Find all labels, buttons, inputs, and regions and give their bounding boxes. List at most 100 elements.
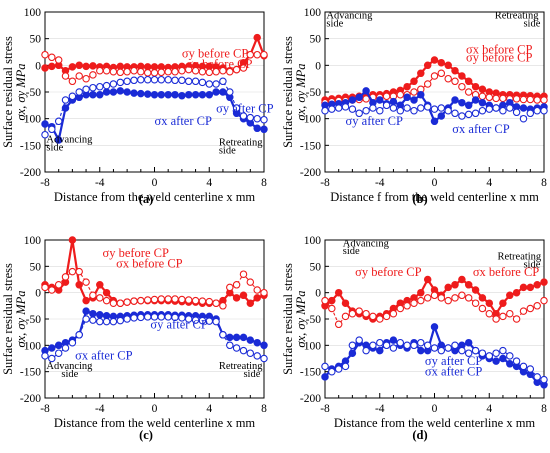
data-point [499, 346, 507, 355]
data-point [423, 80, 432, 88]
data-point [321, 373, 329, 381]
data-point [68, 77, 77, 86]
data-point [369, 104, 377, 112]
series-3 [41, 75, 268, 139]
data-point [444, 344, 452, 352]
data-point [417, 69, 425, 78]
data-point [328, 105, 336, 113]
data-point [382, 101, 391, 110]
y-tick-label: 100 [304, 7, 322, 19]
data-point [184, 65, 193, 74]
data-point [334, 365, 343, 373]
data-point [348, 96, 357, 104]
series-3 [41, 313, 268, 363]
data-point [437, 104, 446, 112]
data-point [423, 61, 432, 70]
data-point [164, 295, 172, 303]
data-point [226, 88, 234, 96]
data-point [130, 297, 138, 305]
data-point [89, 71, 97, 79]
data-point [102, 296, 111, 305]
side-label: Advancing [46, 135, 93, 146]
data-point [451, 294, 459, 302]
x-axis-label: Distance f from the weld centerline x mm [330, 190, 539, 204]
data-point [54, 56, 63, 64]
data-point [239, 270, 248, 278]
data-point [109, 67, 118, 76]
data-point [410, 341, 418, 350]
data-point [403, 82, 411, 91]
data-point [54, 117, 63, 126]
data-point [184, 315, 193, 323]
data-point [519, 114, 528, 123]
data-point [519, 362, 528, 371]
data-point [89, 90, 97, 99]
data-point [444, 283, 452, 292]
data-point [157, 75, 166, 84]
data-point [423, 341, 432, 350]
x-axis-label: Distance from the weld centerline x mm [54, 416, 256, 430]
data-point [212, 80, 220, 88]
panel-2: -200 -150 -100 -50 0 50 100 -8 -4 0 4 8 Distance fro… [1, 235, 268, 442]
data-point [253, 286, 261, 294]
data-point [116, 316, 125, 325]
data-point [198, 90, 207, 99]
data-point [492, 94, 500, 103]
data-point [464, 101, 473, 110]
data-point [116, 78, 125, 87]
data-point [403, 341, 411, 350]
data-point [512, 108, 521, 117]
data-point [260, 354, 268, 363]
side-label: side [523, 259, 540, 270]
data-point [396, 90, 405, 99]
y-axis-label-symbols: σx, σy MPa [294, 290, 308, 347]
x-tick-label: -4 [375, 177, 385, 189]
x-tick-label: -4 [375, 403, 385, 415]
data-point [362, 309, 370, 318]
data-point [61, 273, 70, 281]
data-point [458, 82, 466, 91]
panel-label: (c) [139, 428, 153, 442]
data-point [123, 298, 131, 306]
data-point [540, 106, 548, 115]
data-point [464, 349, 473, 357]
data-point [137, 313, 145, 322]
data-point [96, 294, 104, 302]
data-point [451, 66, 459, 75]
data-point [143, 90, 152, 98]
data-point [89, 316, 97, 324]
data-point [232, 65, 241, 74]
data-point [96, 311, 104, 319]
data-point [219, 302, 227, 310]
data-point [492, 357, 500, 365]
data-point [219, 88, 227, 96]
series-annotation: σx after CP [75, 349, 132, 363]
series-2 [321, 323, 548, 389]
data-point [61, 344, 70, 352]
data-point [61, 96, 70, 104]
data-point [403, 93, 411, 102]
data-point [184, 296, 193, 304]
data-point [205, 80, 214, 88]
data-point [116, 68, 125, 77]
x-tick-label: 4 [206, 177, 212, 189]
data-point [205, 90, 214, 99]
data-point [48, 344, 56, 352]
data-point [341, 362, 350, 371]
data-point [417, 104, 425, 112]
data-point [423, 275, 432, 284]
series-annotation: σy after CP [346, 114, 403, 128]
y-tick-label: 0 [35, 60, 41, 72]
data-point [348, 341, 357, 350]
data-point [410, 96, 418, 104]
data-point [260, 288, 268, 297]
data-point [437, 69, 446, 78]
data-point [430, 105, 439, 113]
data-point [253, 50, 261, 59]
data-point [68, 63, 77, 71]
data-point [437, 346, 446, 355]
data-point [212, 88, 220, 96]
data-point [355, 336, 363, 344]
series-1 [41, 267, 268, 310]
data-point [246, 299, 255, 307]
